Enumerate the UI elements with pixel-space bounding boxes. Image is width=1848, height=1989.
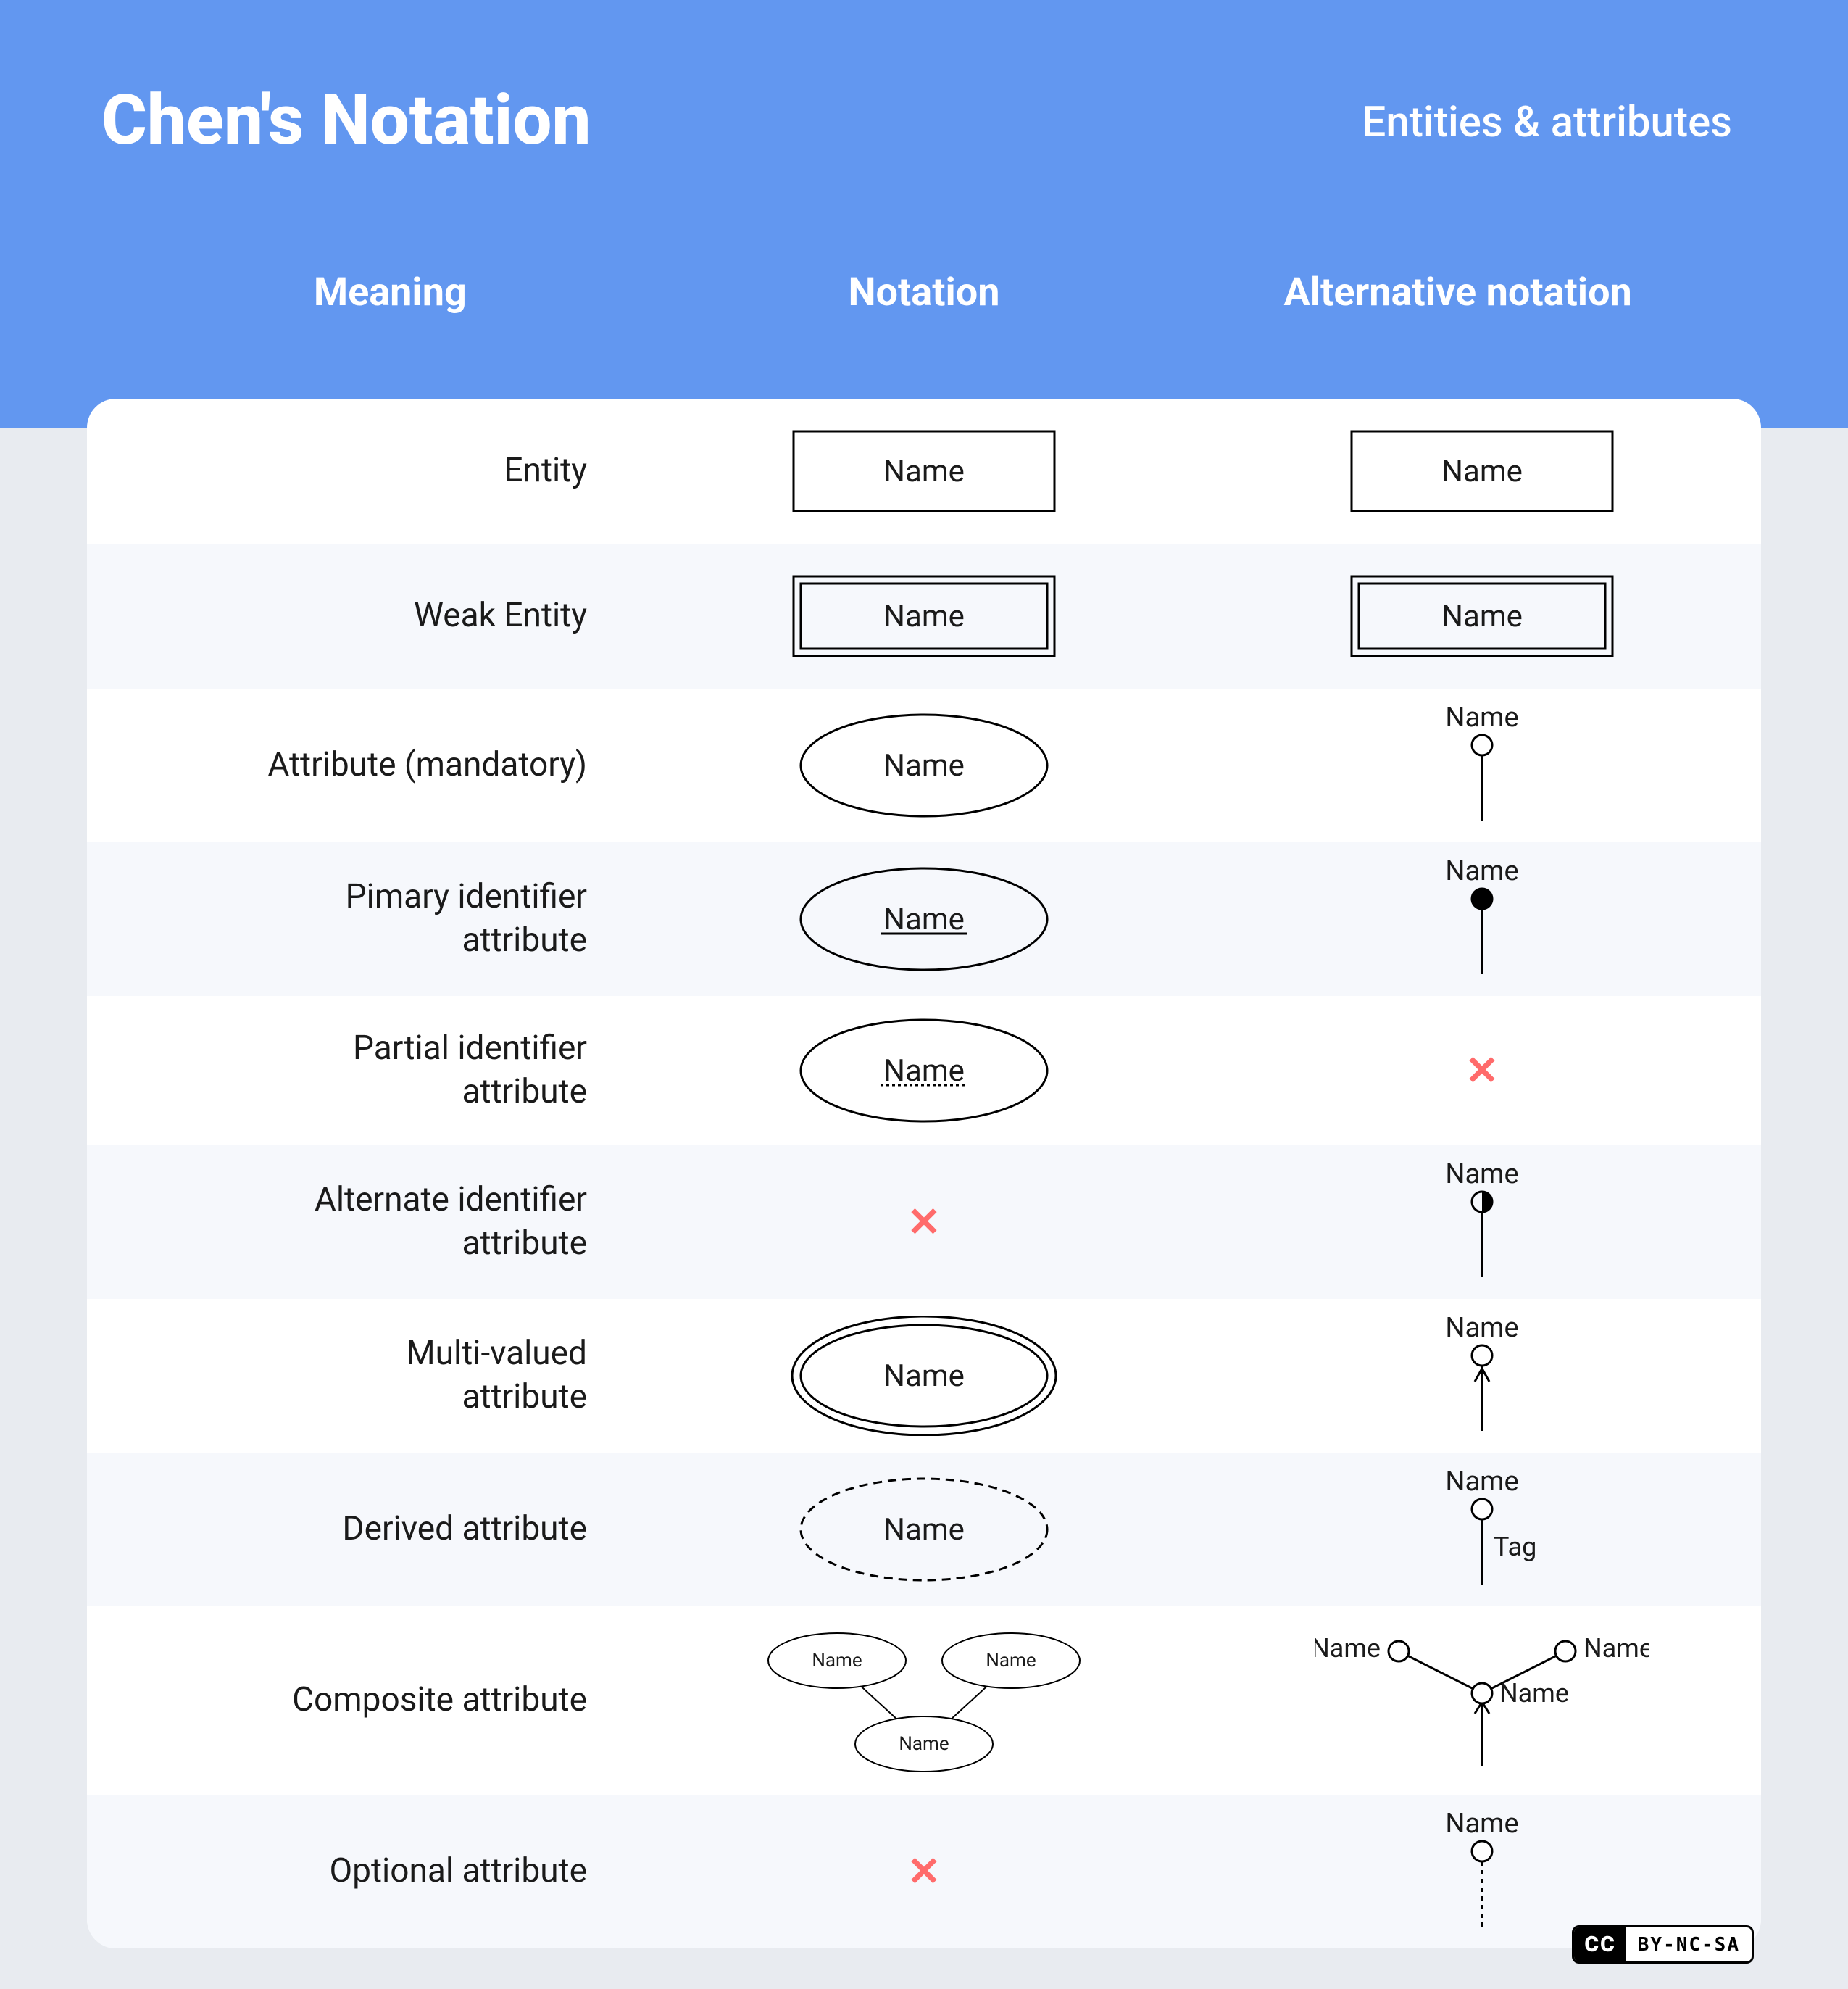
notation-table: Entity Name Name Weak Entity Name Name A… (87, 399, 1761, 1948)
meaning-label: Optional attribute (87, 1850, 645, 1893)
alternative-cell: Name (1203, 1313, 1761, 1438)
col-notation: Notation (657, 270, 1191, 315)
svg-text:Name: Name (1315, 1633, 1381, 1664)
svg-text:Name: Name (1445, 857, 1518, 887)
alternative-cell: Name (1203, 558, 1761, 674)
svg-text:Name: Name (1499, 1678, 1569, 1708)
page-subtitle: Entities & attributes (1362, 98, 1732, 147)
svg-text:Name: Name (899, 1733, 949, 1755)
cc-icon: CC (1574, 1927, 1626, 1961)
svg-text:Name: Name (1445, 1809, 1518, 1840)
svg-text:Name: Name (1445, 703, 1518, 734)
alternative-cell: Name (1203, 703, 1761, 828)
table-row: Pimary identifierattribute Name Name (87, 842, 1761, 996)
alternative-cell: Name (1203, 1809, 1761, 1934)
meaning-label: Partial identifierattribute (87, 1027, 645, 1114)
svg-text:Name: Name (1441, 599, 1523, 634)
svg-text:Tag: Tag (1494, 1532, 1536, 1562)
alternative-cell: ✕ (1203, 1010, 1761, 1131)
table-row: Multi-valuedattribute Name Name (87, 1299, 1761, 1453)
cross-icon: ✕ (907, 1848, 941, 1895)
meaning-label: Attribute (mandatory) (87, 744, 645, 787)
alternative-cell: Name Name Name (1203, 1621, 1761, 1780)
table-row: Optional attribute ✕ Name (87, 1795, 1761, 1948)
meaning-label: Entity (87, 449, 645, 493)
license-text: BY-NC-SA (1626, 1930, 1752, 1960)
notation-cell: Name Name Name (645, 1621, 1203, 1780)
notation-cell: Name (645, 413, 1203, 529)
svg-text:Name: Name (1445, 1160, 1518, 1190)
table-row: Entity Name Name (87, 399, 1761, 544)
svg-text:Name: Name (883, 1053, 965, 1089)
meaning-label: Alternate identifierattribute (87, 1179, 645, 1266)
svg-text:Name: Name (883, 1512, 965, 1548)
header: Chen's Notation Entities & attributes Me… (0, 0, 1848, 428)
svg-text:Name: Name (883, 454, 965, 489)
alternative-cell: Name Tag (1203, 1467, 1761, 1592)
cross-icon: ✕ (907, 1198, 941, 1246)
alternative-cell: Name (1203, 1160, 1761, 1284)
table-row: Weak Entity Name Name (87, 544, 1761, 689)
alternative-cell: Name (1203, 857, 1761, 981)
table-row: Partial identifierattribute Name ✕ (87, 996, 1761, 1145)
notation-cell: Name (645, 703, 1203, 828)
meaning-label: Weak Entity (87, 594, 645, 638)
notation-cell: ✕ (645, 1160, 1203, 1284)
meaning-label: Multi-valuedattribute (87, 1332, 645, 1419)
svg-text:Name: Name (883, 748, 965, 784)
table-row: Derived attribute Name Name Tag (87, 1453, 1761, 1606)
alternative-cell: Name (1203, 413, 1761, 529)
notation-cell: Name (645, 1467, 1203, 1592)
meaning-label: Composite attribute (87, 1679, 645, 1722)
column-headers: Meaning Notation Alternative notation (101, 270, 1747, 315)
svg-text:Name: Name (812, 1650, 862, 1672)
notation-cell: Name (645, 1313, 1203, 1438)
table-row: Attribute (mandatory) Name Name (87, 689, 1761, 842)
cross-icon: ✕ (1465, 1047, 1499, 1095)
notation-cell: Name (645, 558, 1203, 674)
table-row: Composite attribute Name Name Name Name … (87, 1606, 1761, 1795)
svg-text:Name: Name (883, 599, 965, 634)
svg-text:Name: Name (883, 902, 965, 937)
svg-text:Name: Name (1583, 1633, 1649, 1664)
svg-text:Name: Name (986, 1650, 1036, 1672)
meaning-label: Derived attribute (87, 1508, 645, 1551)
svg-text:Name: Name (1445, 1467, 1518, 1498)
svg-text:Name: Name (1441, 454, 1523, 489)
svg-text:Name: Name (1445, 1313, 1518, 1344)
col-alternative: Alternative notation (1191, 270, 1725, 315)
table-row: Alternate identifierattribute ✕ Name (87, 1145, 1761, 1299)
notation-cell: ✕ (645, 1809, 1203, 1934)
notation-cell: Name (645, 857, 1203, 981)
license-badge: CC BY-NC-SA (1572, 1925, 1754, 1964)
svg-text:Name: Name (883, 1358, 965, 1394)
col-meaning: Meaning (123, 270, 657, 315)
meaning-label: Pimary identifierattribute (87, 876, 645, 963)
notation-cell: Name (645, 1010, 1203, 1131)
